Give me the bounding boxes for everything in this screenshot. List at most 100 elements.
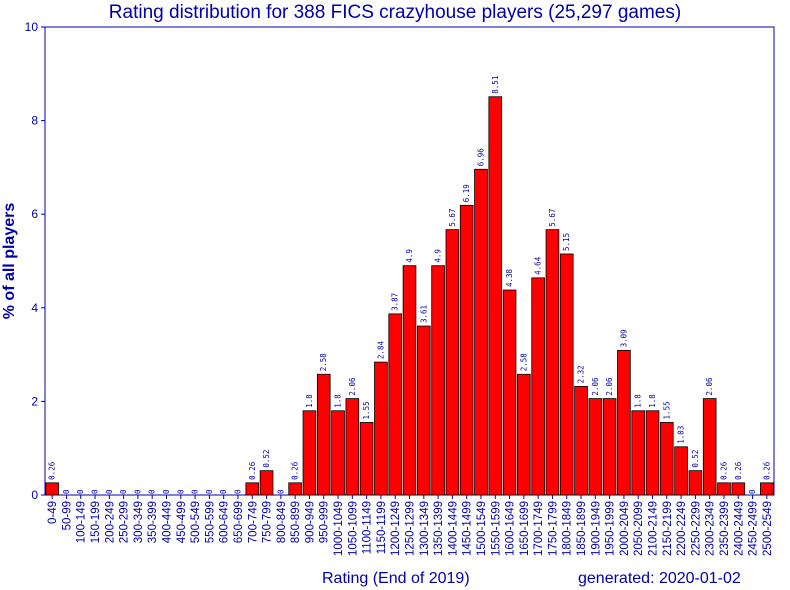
bar-value-label: 1.03 — [677, 426, 686, 444]
x-tick-label: 1800-1849 — [562, 501, 574, 556]
bar — [431, 265, 445, 496]
y-tick-label: 6 — [31, 207, 38, 221]
bar-value-label: 0.26 — [734, 461, 743, 480]
x-tick-label: 1100-1149 — [362, 501, 374, 554]
x-tick-label: 1650-1699 — [519, 501, 531, 556]
bar-value-label: 0.26 — [719, 461, 728, 480]
bar-value-label: 2.84 — [376, 341, 385, 360]
bar-value-label: 0 — [219, 489, 228, 494]
bar-value-label: 3.09 — [619, 329, 628, 347]
bar-value-label: 0 — [148, 489, 157, 494]
bar-value-label: 3.61 — [419, 305, 428, 323]
bar — [760, 482, 774, 496]
x-tick-label: 1750-1799 — [547, 501, 559, 556]
bar-value-label: 0.52 — [262, 450, 271, 468]
x-tick-label: 800-849 — [276, 501, 288, 543]
bar — [302, 410, 317, 496]
bar — [259, 470, 274, 496]
bar — [488, 96, 503, 496]
x-tick-label: 1700-1749 — [533, 501, 545, 556]
bar — [731, 482, 746, 496]
x-tick-label: 2200-2249 — [676, 501, 688, 556]
bar — [359, 422, 374, 496]
bar-value-label: 8.51 — [491, 76, 500, 94]
bar — [245, 482, 260, 496]
bar-value-label: 0 — [91, 489, 100, 494]
bar-value-label: 2.58 — [319, 353, 328, 372]
bar — [316, 373, 331, 496]
bar-value-label: 4.9 — [434, 249, 443, 263]
x-tick-label: 1000-1049 — [333, 501, 345, 556]
x-tick-label: 200-249 — [104, 501, 116, 543]
bar-value-label: 0 — [205, 489, 214, 494]
bar — [617, 349, 631, 496]
bar — [531, 277, 545, 496]
x-tick-label: 1500-1549 — [476, 501, 488, 556]
bar-value-label: 2.06 — [591, 377, 600, 396]
x-tick-label: 2100-2149 — [648, 501, 660, 556]
x-tick-label: 1950-1999 — [605, 501, 617, 556]
x-tick-label: 850-899 — [290, 501, 302, 543]
bar-value-label: 0 — [748, 489, 757, 494]
bar-value-label: 6.96 — [476, 148, 485, 167]
x-tick-label: 50-99 — [61, 501, 73, 530]
bar-value-label: 3.87 — [391, 293, 400, 311]
bar-value-label: 2.06 — [605, 377, 614, 396]
y-tick-label: 4 — [31, 301, 38, 315]
x-tick-label: 450-499 — [176, 501, 188, 543]
x-axis-label: Rating (End of 2019) — [322, 570, 470, 587]
bar — [659, 422, 674, 496]
bar-value-label: 0 — [133, 489, 142, 494]
bar — [331, 410, 345, 496]
bar-value-label: 0.26 — [248, 461, 257, 480]
bar-value-label: 0.26 — [291, 461, 300, 480]
bar-value-label: 2.58 — [519, 353, 528, 372]
x-tick-label: 2050-2099 — [633, 501, 645, 556]
bar-value-label: 0 — [62, 489, 71, 494]
x-tick-label: 1600-1649 — [505, 501, 517, 556]
x-tick-label: 100-149 — [76, 501, 88, 543]
bar — [559, 253, 574, 496]
bar-value-label: 0 — [162, 489, 171, 494]
bar — [374, 361, 388, 496]
bar-value-label: 1.8 — [648, 394, 657, 408]
x-tick-label: 250-299 — [119, 501, 131, 543]
x-tick-label: 2250-2299 — [690, 501, 702, 556]
x-tick-label: 1350-1399 — [433, 501, 445, 556]
bar-value-label: 2.06 — [705, 377, 714, 396]
bar-value-label: 1.8 — [634, 394, 643, 408]
bar-value-label: 1.8 — [334, 394, 343, 408]
bar-value-label: 0 — [233, 489, 242, 494]
x-tick-label: 750-799 — [262, 501, 274, 543]
bar — [445, 229, 460, 496]
x-tick-label: 1250-1299 — [405, 501, 417, 556]
x-tick-label: 2000-2049 — [619, 501, 631, 556]
x-tick-label: 2350-2399 — [719, 501, 731, 556]
x-tick-label: 1300-1349 — [419, 501, 431, 556]
x-tick-label: 2500-2549 — [762, 501, 774, 556]
x-tick-label: 300-349 — [133, 501, 145, 543]
bar — [702, 398, 717, 496]
bar-value-label: 2.06 — [348, 377, 357, 396]
bar-value-label: 1.8 — [305, 394, 314, 408]
x-tick-label: 2150-2199 — [662, 501, 674, 556]
bar — [674, 446, 688, 496]
bar — [631, 410, 646, 496]
x-tick-label: 1150-1199 — [376, 501, 388, 554]
bar — [545, 229, 560, 496]
bar-value-label: 1.55 — [662, 401, 671, 419]
bar-value-label: 5.15 — [562, 233, 571, 251]
chart-title: Rating distribution for 388 FICS crazyho… — [108, 2, 682, 23]
x-tick-label: 700-749 — [247, 501, 259, 543]
bar — [517, 373, 531, 496]
bar-value-label: 0 — [191, 489, 200, 494]
x-tick-label: 900-949 — [304, 501, 316, 543]
y-tick-label: 8 — [31, 114, 38, 128]
x-tick-label: 550-599 — [204, 501, 216, 543]
bar — [502, 289, 517, 496]
bar-value-label: 0 — [119, 489, 128, 494]
bar — [388, 313, 403, 496]
bar — [645, 410, 660, 496]
